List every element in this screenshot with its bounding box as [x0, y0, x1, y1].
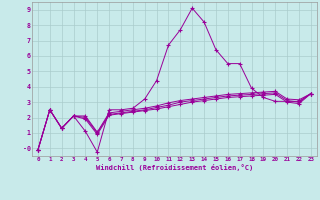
- X-axis label: Windchill (Refroidissement éolien,°C): Windchill (Refroidissement éolien,°C): [96, 164, 253, 171]
